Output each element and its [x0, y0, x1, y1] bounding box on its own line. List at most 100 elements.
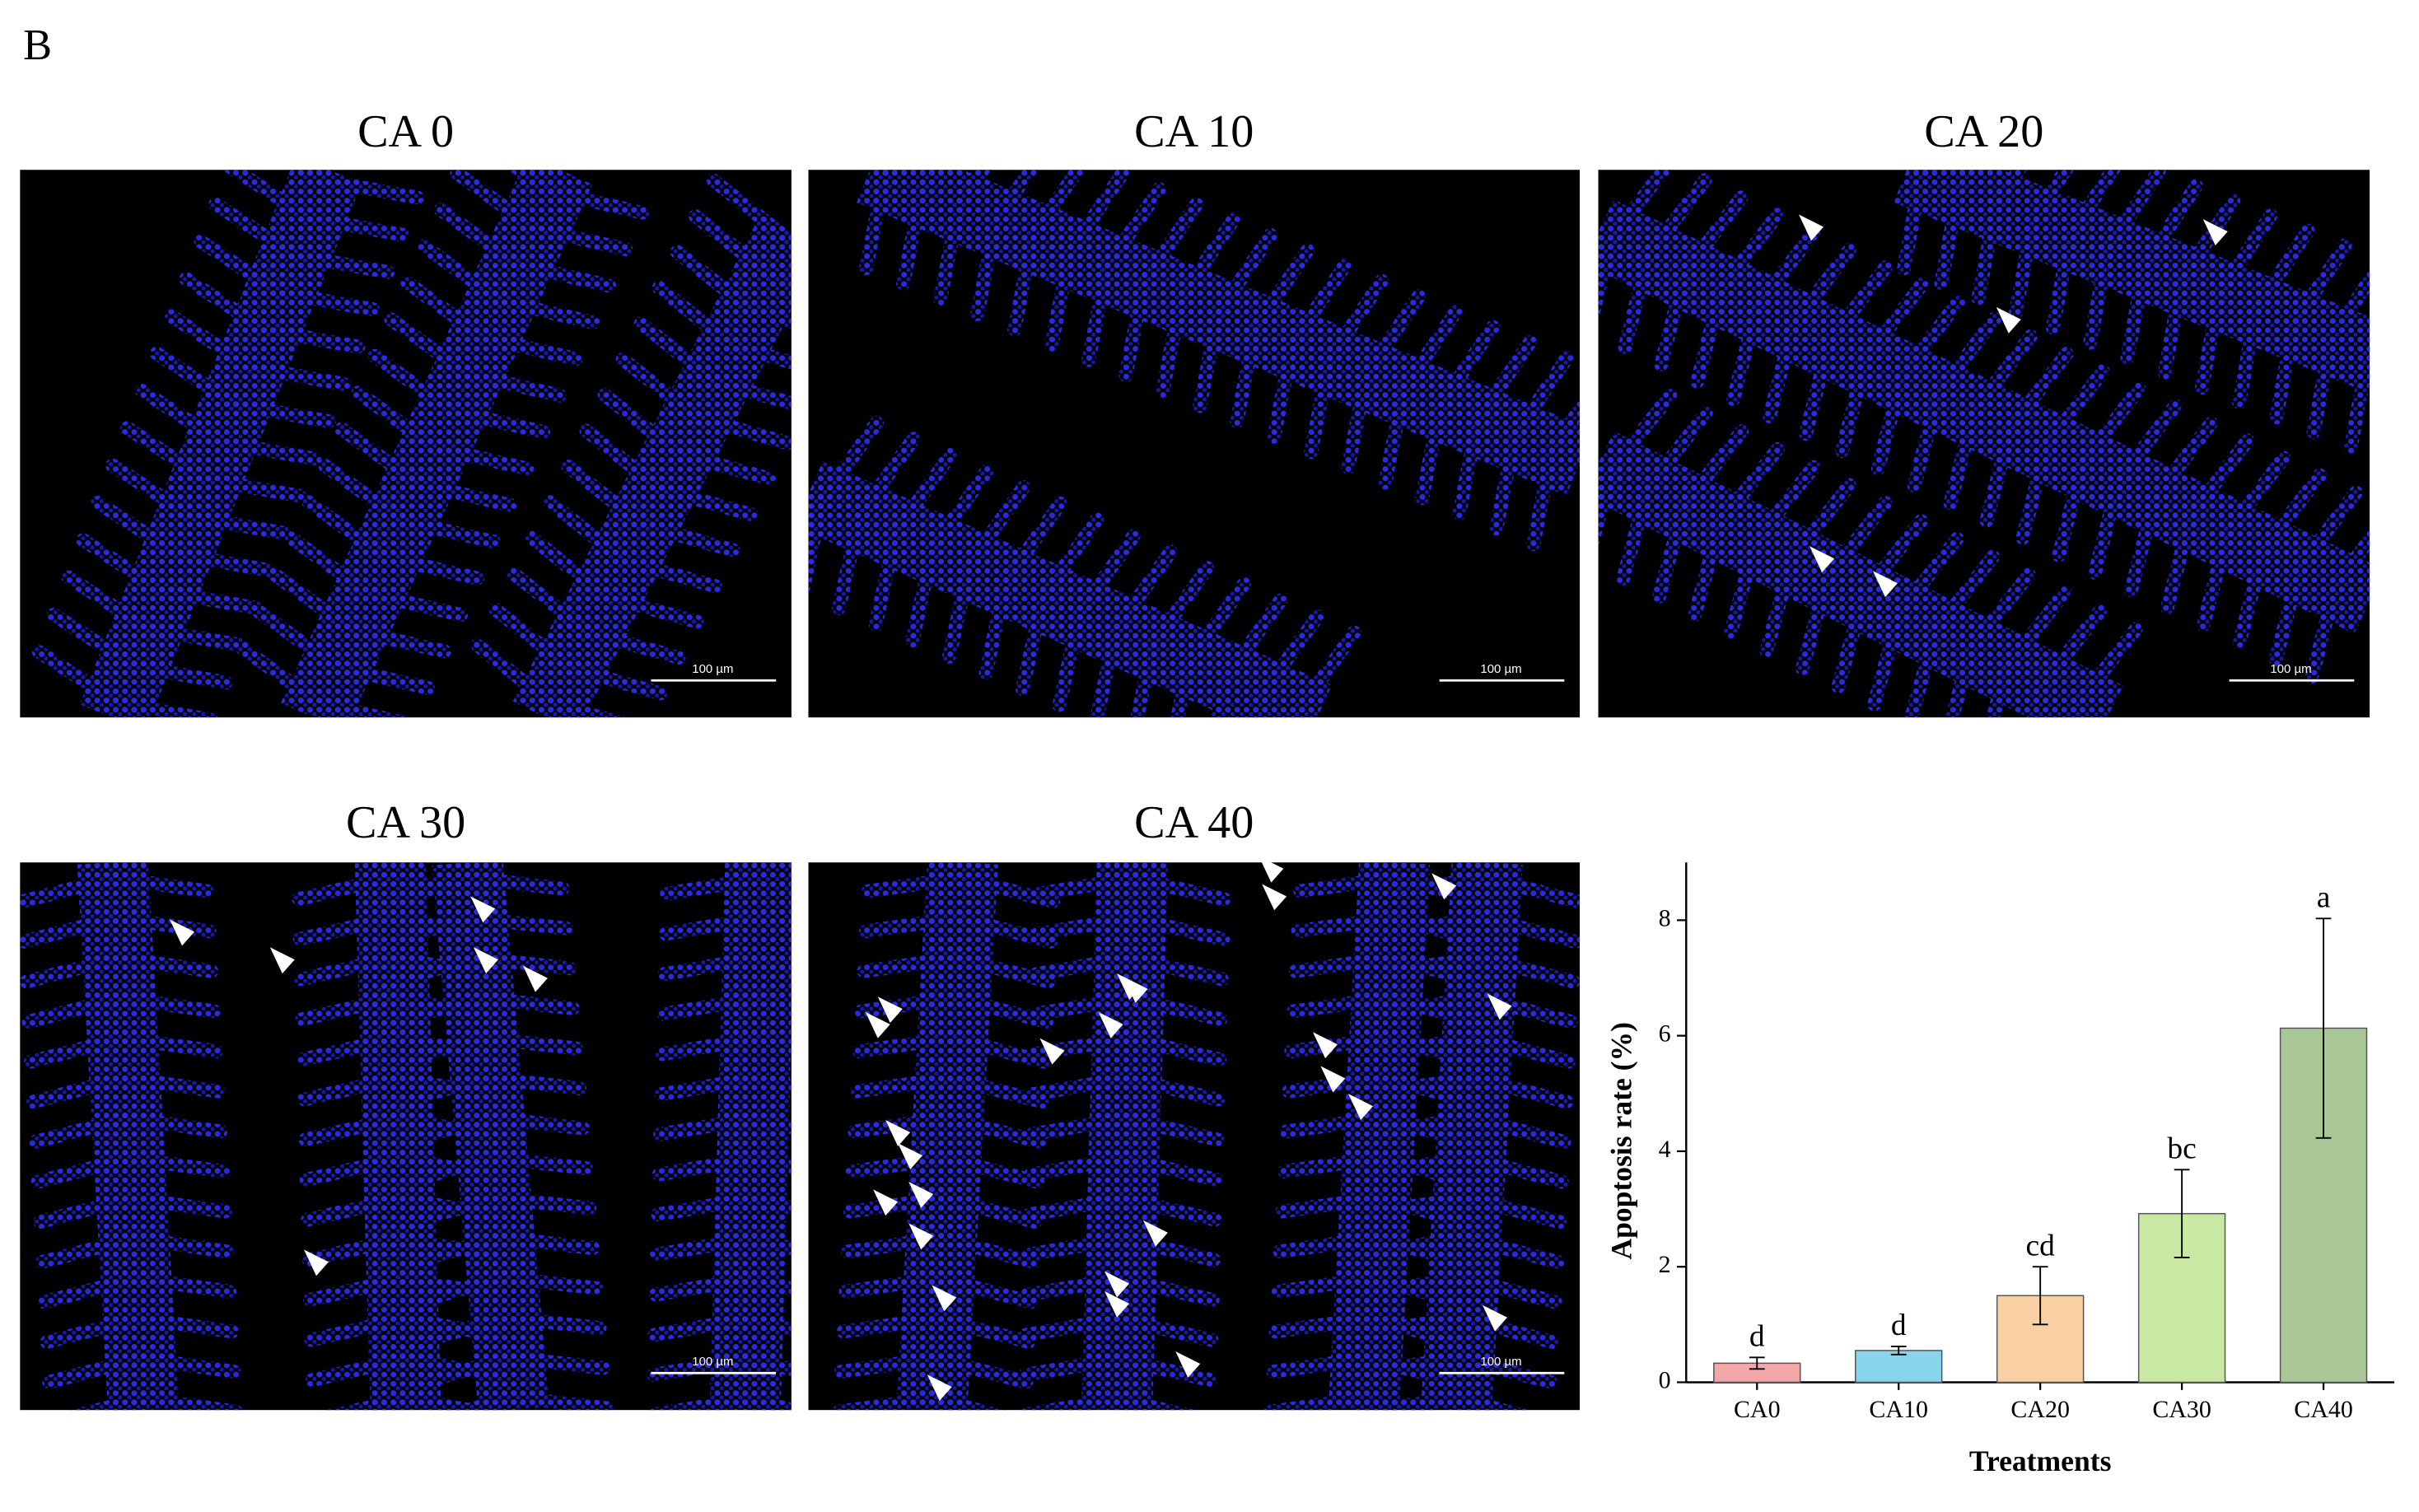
lamella — [1897, 170, 1928, 276]
lamella — [398, 1190, 503, 1231]
lamella — [269, 568, 360, 637]
lamella — [2015, 439, 2053, 545]
image-title: CA 20 — [1924, 106, 2043, 157]
lamella — [1690, 283, 1728, 389]
lamella — [941, 1111, 1047, 1149]
y-tick-label: 2 — [1659, 1251, 1671, 1278]
lamella — [1044, 245, 1077, 352]
lamella — [385, 1030, 489, 1071]
lamella — [398, 1392, 504, 1411]
lamella — [26, 1071, 132, 1109]
y-tick-label: 6 — [1659, 1020, 1671, 1048]
lamella — [1146, 561, 1215, 652]
lamella — [1979, 422, 2017, 528]
y-axis-label: Apoptosis rate (%) — [1605, 1022, 1638, 1260]
lamella — [653, 1111, 761, 1141]
scale-bar-label: 100 µm — [692, 1355, 733, 1369]
lamella — [1292, 625, 1361, 717]
arrowhead — [877, 996, 903, 1024]
lamella — [1452, 1351, 1558, 1389]
x-tick-label: CA40 — [2294, 1396, 2353, 1423]
lamella — [24, 1031, 130, 1069]
x-tick-label: CA30 — [2152, 1396, 2211, 1423]
lamella — [2160, 509, 2198, 614]
lamella — [408, 1310, 513, 1351]
lamella — [943, 1071, 1049, 1109]
lamella — [388, 1071, 493, 1111]
lamella — [615, 352, 704, 425]
lamella — [149, 346, 243, 412]
lamella — [1018, 1351, 1126, 1382]
lamella — [726, 338, 792, 370]
lamella — [37, 1271, 143, 1309]
lamella — [40, 1311, 146, 1349]
lamella — [2232, 544, 2271, 650]
lamella — [91, 495, 184, 561]
lamella — [745, 1151, 792, 1175]
micrograph: 100 µm — [20, 862, 792, 1411]
arrowhead — [1262, 884, 1287, 911]
arrowhead — [932, 1285, 957, 1312]
lamella — [1118, 276, 1151, 383]
lamella — [427, 440, 535, 476]
arrowhead — [1431, 873, 1457, 900]
lamella — [1115, 1191, 1222, 1227]
lamella — [1287, 991, 1394, 1019]
lamella — [1856, 514, 1928, 603]
lamella — [1465, 1111, 1571, 1149]
lamella — [1031, 870, 1139, 901]
lamella — [1654, 265, 1692, 371]
lamella — [2269, 317, 2301, 425]
lamella — [384, 312, 475, 381]
lamella — [404, 1270, 510, 1311]
lamella — [848, 1111, 955, 1139]
lamella — [689, 410, 792, 450]
lamella — [1461, 1191, 1567, 1230]
lamella — [2038, 364, 2110, 454]
lamella — [326, 1392, 413, 1411]
lamella — [2220, 450, 2291, 540]
lamella — [411, 1350, 516, 1391]
lamella — [744, 1191, 792, 1216]
lamella — [42, 1351, 148, 1389]
lamella — [411, 477, 518, 512]
arrowhead — [1810, 546, 1835, 573]
lamella — [28, 1111, 134, 1149]
lamella — [2286, 238, 2352, 332]
lamella — [526, 221, 633, 257]
y-tick-label: 4 — [1659, 1136, 1671, 1163]
lamella — [401, 1230, 507, 1271]
micrograph: 100 µm — [808, 170, 1581, 718]
arrowhead — [470, 896, 496, 923]
lamella — [2100, 170, 2166, 258]
lamella — [297, 1071, 404, 1107]
lamella — [563, 660, 668, 701]
lamella — [1277, 1150, 1385, 1178]
lamella — [70, 1391, 150, 1411]
lamella — [292, 911, 399, 946]
lamella — [1726, 301, 1764, 407]
lamella — [1279, 1111, 1388, 1139]
lamella — [493, 294, 600, 329]
lamella — [752, 911, 792, 933]
lamella — [750, 950, 792, 973]
lamella — [1367, 1191, 1476, 1219]
lamella — [179, 272, 273, 338]
lamella — [502, 1350, 610, 1375]
tissue — [808, 170, 1581, 718]
lamella — [1383, 911, 1492, 939]
lamella — [1396, 304, 1464, 398]
lamella — [925, 1391, 1006, 1411]
arrowhead — [1175, 1351, 1201, 1378]
lamella — [1376, 1031, 1485, 1058]
lamella — [2052, 456, 2090, 562]
lamella — [105, 458, 199, 524]
lamella — [443, 1390, 520, 1411]
lamella — [371, 870, 476, 912]
lamella — [133, 1351, 241, 1379]
lamella — [2323, 267, 2370, 347]
image-title: CA 40 — [1134, 797, 1254, 848]
lamella — [258, 323, 366, 354]
lamella — [936, 1191, 1043, 1230]
lamella — [1090, 622, 1123, 718]
